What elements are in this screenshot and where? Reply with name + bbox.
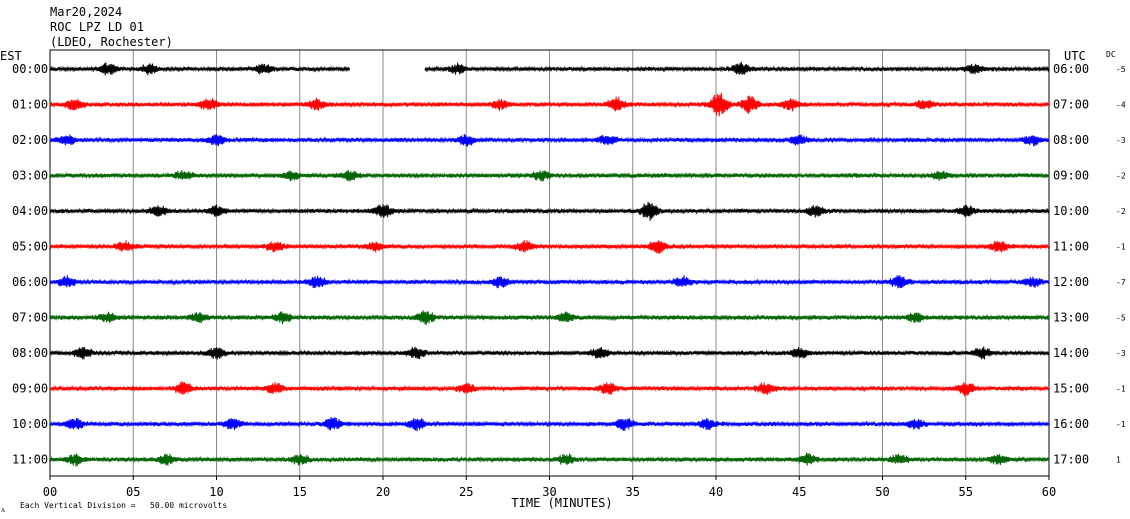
trace-0800 bbox=[49, 346, 1050, 360]
trace-0500 bbox=[49, 240, 1050, 254]
dc-offset-value: -4 bbox=[1116, 101, 1126, 110]
trace-0700 bbox=[49, 310, 1050, 326]
utc-row-label: 13:00 bbox=[1053, 311, 1089, 325]
dc-offset-value: -5 bbox=[1116, 65, 1126, 74]
est-row-label: 06:00 bbox=[12, 275, 48, 289]
x-tick-label: 30 bbox=[542, 485, 556, 499]
utc-row-label: 06:00 bbox=[1053, 62, 1089, 76]
utc-row-label: 16:00 bbox=[1053, 417, 1089, 431]
x-tick-label: 25 bbox=[459, 485, 473, 499]
est-row-label: 09:00 bbox=[12, 382, 48, 396]
utc-row-label: 12:00 bbox=[1053, 275, 1089, 289]
utc-row-label: 14:00 bbox=[1053, 346, 1089, 360]
dc-offset-value: -1 bbox=[1116, 385, 1126, 394]
header-station: ROC LPZ LD 01 bbox=[50, 20, 144, 34]
trace-1100 bbox=[49, 452, 1050, 467]
trace-0000 bbox=[49, 61, 1050, 76]
utc-row-label: 15:00 bbox=[1053, 382, 1089, 396]
est-row-label: 11:00 bbox=[12, 453, 48, 467]
dc-offset-value: -7 bbox=[1116, 278, 1126, 287]
est-row-label: 10:00 bbox=[12, 417, 48, 431]
row-label-group: 00:00 06:00 -5 01:00 07:00 -4 02:00 08:00 -3 03:0… bbox=[12, 62, 1126, 467]
x-tick-label: 55 bbox=[959, 485, 973, 499]
utc-axis-label: UTC bbox=[1064, 49, 1086, 63]
est-row-label: 05:00 bbox=[12, 240, 48, 254]
utc-row-label: 08:00 bbox=[1053, 133, 1089, 147]
x-tick-group: 00 05 10 15 20 25 30 35 40 45 50 55 60 bbox=[43, 476, 1056, 499]
trace-0900 bbox=[49, 381, 1050, 397]
scale-note: Each Vertical Division = 50.00 microvolt… bbox=[20, 501, 227, 510]
est-row-label: 01:00 bbox=[12, 98, 48, 112]
dc-offset-value: -3 bbox=[1116, 136, 1126, 145]
dc-offset-value: -3 bbox=[1116, 349, 1126, 358]
header-network: (LDEO, Rochester) bbox=[50, 35, 173, 49]
dc-offset-value: -1 bbox=[1116, 243, 1126, 252]
utc-row-label: 11:00 bbox=[1053, 240, 1089, 254]
dc-offset-value: -5 bbox=[1116, 314, 1126, 323]
trace-0200 bbox=[49, 133, 1050, 147]
est-row-label: 08:00 bbox=[12, 346, 48, 360]
dc-offset-value: -2 bbox=[1116, 207, 1126, 216]
x-tick-label: 45 bbox=[792, 485, 806, 499]
trace-1000 bbox=[49, 416, 1050, 432]
dc-offset-value: 1 bbox=[1116, 456, 1121, 465]
dc-label: DC bbox=[1106, 50, 1116, 59]
utc-row-label: 10:00 bbox=[1053, 204, 1089, 218]
utc-row-label: 07:00 bbox=[1053, 98, 1089, 112]
est-row-label: 00:00 bbox=[12, 62, 48, 76]
trace-0300 bbox=[49, 170, 1050, 182]
x-tick-label: 15 bbox=[293, 485, 307, 499]
x-tick-label: 10 bbox=[209, 485, 223, 499]
x-tick-label: 00 bbox=[43, 485, 57, 499]
x-tick-label: 35 bbox=[626, 485, 640, 499]
x-tick-label: 20 bbox=[376, 485, 390, 499]
est-row-label: 03:00 bbox=[12, 169, 48, 183]
grid-lines bbox=[132, 50, 967, 476]
utc-row-label: 09:00 bbox=[1053, 169, 1089, 183]
trace-group bbox=[49, 61, 1050, 467]
x-axis-label: TIME (MINUTES) bbox=[511, 496, 612, 510]
utc-row-label: 17:00 bbox=[1053, 453, 1089, 467]
x-tick-label: 60 bbox=[1042, 485, 1056, 499]
est-axis-label: EST bbox=[0, 49, 22, 63]
est-row-label: 04:00 bbox=[12, 204, 48, 218]
dc-offset-value: -1 bbox=[1116, 420, 1126, 429]
trace-0100 bbox=[49, 92, 1050, 117]
x-tick-label: 50 bbox=[875, 485, 889, 499]
est-row-label: 02:00 bbox=[12, 133, 48, 147]
dc-offset-value: -2 bbox=[1116, 172, 1126, 181]
trace-0400 bbox=[49, 201, 1050, 221]
est-row-label: 07:00 bbox=[12, 311, 48, 325]
trace-0600 bbox=[49, 275, 1050, 289]
x-tick-label: 05 bbox=[126, 485, 140, 499]
header-date: Mar20,2024 bbox=[50, 5, 122, 19]
corner-mark: ᴧ bbox=[1, 505, 5, 514]
x-tick-label: 40 bbox=[709, 485, 723, 499]
